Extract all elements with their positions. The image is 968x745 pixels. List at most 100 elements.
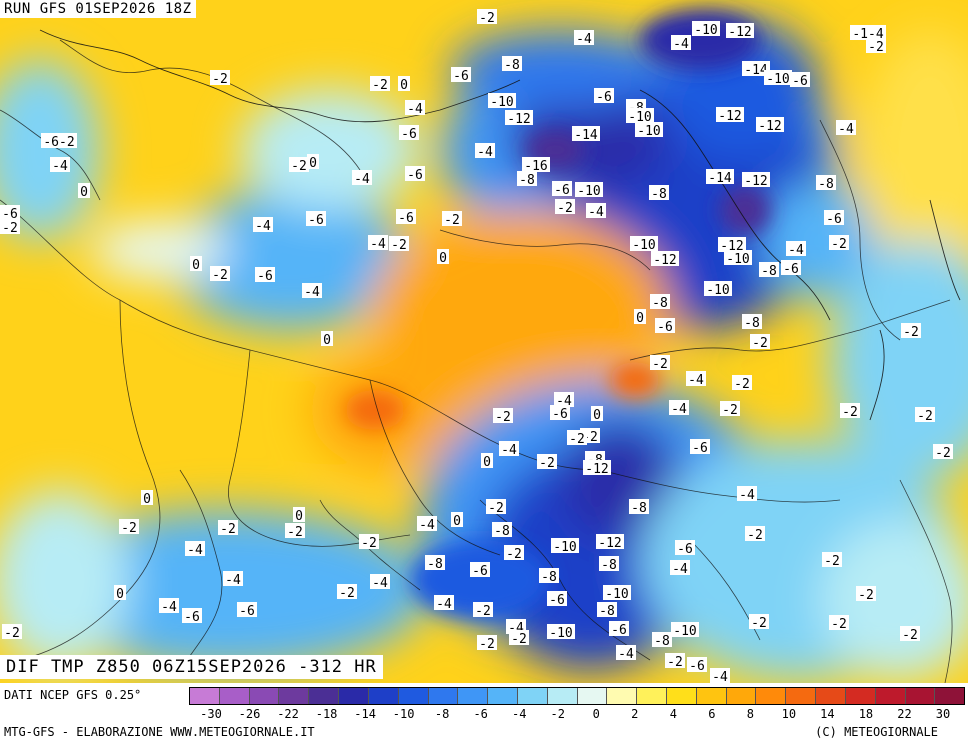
- svg-text:-6: -6: [453, 69, 469, 84]
- legend-tick-label: -8: [434, 707, 450, 721]
- svg-text:-6: -6: [657, 320, 673, 335]
- legend-swatch: [458, 688, 489, 704]
- contour-label: -2: [477, 9, 497, 26]
- contour-label: -6: [237, 602, 257, 619]
- contour-label: -2: [856, 586, 876, 603]
- svg-text:-12: -12: [585, 462, 608, 477]
- svg-text:0: 0: [143, 492, 151, 507]
- contour-label: -6: [182, 608, 202, 625]
- legend-swatch: [249, 688, 280, 704]
- svg-text:-10: -10: [605, 587, 628, 602]
- contour-label: -2: [389, 236, 409, 253]
- svg-text:-8: -8: [519, 173, 535, 188]
- contour-label: -4: [185, 541, 205, 558]
- svg-text:-12: -12: [598, 536, 621, 551]
- svg-text:-4: -4: [739, 488, 755, 503]
- contour-label: -2: [749, 614, 769, 631]
- legend-swatch: [368, 688, 399, 704]
- svg-text:-4: -4: [788, 243, 804, 258]
- contour-label: -6: [790, 72, 810, 89]
- svg-text:-2: -2: [475, 604, 491, 619]
- contour-label: -12: [726, 23, 754, 40]
- contour-label: -12: [596, 534, 624, 551]
- contour-label: -6: [781, 260, 801, 277]
- svg-text:-6: -6: [407, 168, 423, 183]
- legend-swatch: [547, 688, 578, 704]
- svg-text:-2: -2: [831, 617, 847, 632]
- contour-label: -8: [649, 185, 669, 202]
- svg-text:-8: -8: [504, 58, 520, 73]
- svg-text:-12: -12: [507, 112, 530, 127]
- svg-text:-4: -4: [370, 237, 386, 252]
- contour-label: -2: [486, 499, 506, 516]
- svg-text:-4: -4: [372, 576, 388, 591]
- svg-text:-6: -6: [239, 604, 255, 619]
- svg-text:-2: -2: [868, 40, 884, 55]
- contour-label: -2: [473, 602, 493, 619]
- legend-swatch: [696, 688, 727, 704]
- contour-label: -8: [517, 171, 537, 188]
- svg-text:-10: -10: [673, 624, 696, 639]
- contour-label: -6: [451, 67, 471, 84]
- svg-text:-2: -2: [752, 336, 768, 351]
- legend-swatch: [845, 688, 876, 704]
- contour-label: -6: [550, 405, 570, 422]
- svg-text:-6: -6: [184, 610, 200, 625]
- contour-label: -8: [425, 555, 445, 572]
- contour-label: -4: [669, 400, 689, 417]
- contour-label: -4: [836, 120, 856, 137]
- legend-swatch: [905, 688, 936, 704]
- contour-label: -4: [50, 157, 70, 174]
- contour-label: 0: [114, 585, 126, 602]
- contour-label: -12: [742, 172, 770, 189]
- contour-label: -2: [2, 624, 22, 641]
- contour-label: -12: [651, 251, 679, 268]
- svg-text:0: 0: [483, 455, 491, 470]
- svg-text:-6: -6: [257, 269, 273, 284]
- svg-text:-4: -4: [618, 647, 634, 662]
- contour-label: -12: [716, 107, 744, 124]
- contour-label: 0: [481, 453, 493, 470]
- svg-text:0: 0: [295, 509, 303, 524]
- contour-label: -2: [0, 219, 20, 236]
- svg-text:-2: -2: [652, 357, 668, 372]
- contour-label: 0: [634, 309, 646, 326]
- copyright-label: (C) METEOGIORNALE: [815, 725, 938, 739]
- legend-tick-label: 22: [897, 707, 912, 721]
- contour-label: -10: [635, 122, 663, 139]
- svg-text:-10: -10: [766, 72, 789, 87]
- legend-swatch: [577, 688, 608, 704]
- legend-swatch: [667, 688, 697, 704]
- contour-label: -4: [368, 235, 388, 252]
- contour-label: 0: [398, 76, 410, 93]
- svg-text:-8: -8: [744, 316, 760, 331]
- contour-label: -2: [477, 635, 497, 652]
- svg-text:-2: -2: [734, 377, 750, 392]
- contour-label: -2: [822, 552, 842, 569]
- svg-text:-2: -2: [511, 632, 527, 647]
- svg-text:-10: -10: [706, 283, 729, 298]
- legend-tick-label: -30: [200, 707, 222, 721]
- svg-text:-4: -4: [304, 285, 320, 300]
- svg-text:-10: -10: [632, 238, 655, 253]
- contour-label: -6: [255, 267, 275, 284]
- svg-text:-4: -4: [712, 670, 728, 683]
- svg-text:-2: -2: [121, 521, 137, 536]
- svg-text:-4: -4: [673, 37, 689, 52]
- contour-label: -2: [537, 454, 557, 471]
- contour-label: -4: [434, 595, 454, 612]
- svg-text:0: 0: [593, 408, 601, 423]
- contour-label: -2: [370, 76, 390, 93]
- svg-text:-8: -8: [654, 634, 670, 649]
- contour-label: -10: [575, 182, 603, 199]
- svg-text:0: 0: [192, 258, 200, 273]
- legend-swatch: [190, 688, 220, 704]
- legend-swatch: [875, 688, 906, 704]
- svg-text:-10: -10: [549, 626, 572, 641]
- contour-label: -4: [405, 100, 425, 117]
- legend-tick-label: -4: [511, 707, 527, 721]
- svg-text:-2: -2: [212, 72, 228, 87]
- svg-text:-2: -2: [339, 586, 355, 601]
- svg-text:-8: -8: [494, 524, 510, 539]
- svg-text:-12: -12: [728, 25, 751, 40]
